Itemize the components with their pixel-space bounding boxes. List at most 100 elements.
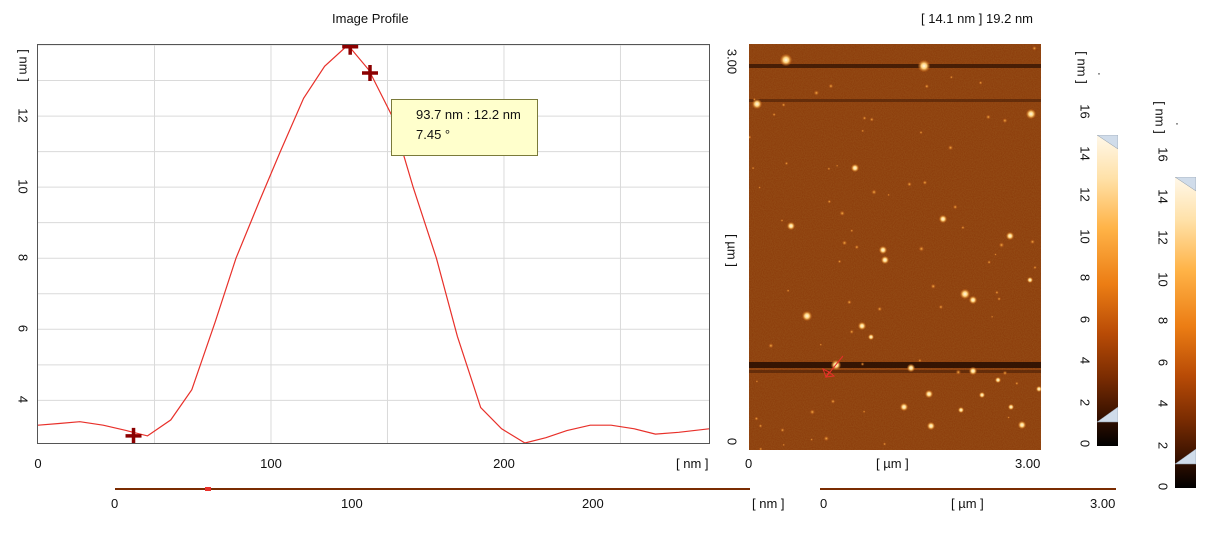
image-x-axis-left: 0 [745, 456, 753, 471]
afm-particle [879, 246, 887, 254]
cursor-marker-2 [342, 45, 359, 55]
afm-texture [749, 44, 1041, 450]
image-x-axis-right: 3.00 [1015, 456, 1041, 471]
afm-particle [907, 364, 915, 372]
afm-particle-small [841, 240, 848, 246]
afm-particle-small [755, 380, 759, 383]
colorbar-tick-label: 0 [1155, 482, 1171, 491]
afm-particle-small [961, 225, 965, 230]
afm-particles [747, 46, 1042, 451]
afm-particle-small [751, 166, 755, 170]
afm-particle-small [947, 145, 954, 151]
afm-particle-small [985, 114, 991, 120]
afm-particle [1036, 386, 1042, 392]
afm-particle-small [752, 97, 756, 101]
colorbar-tick-label: 6 [1155, 358, 1171, 366]
afm-particle [1006, 232, 1014, 240]
cursor-marker-1 [125, 427, 142, 443]
afm-particle [752, 99, 762, 109]
afm-particle-small [938, 304, 944, 310]
afm-particle-small [810, 438, 813, 441]
afm-particle-small [847, 299, 852, 305]
scan-line-dark [749, 370, 1041, 373]
y-tick-label: 12 [15, 108, 31, 123]
profile-chart-svg [38, 45, 709, 443]
afm-particle [995, 377, 1001, 383]
afm-particle-small [919, 130, 923, 135]
bottom-right-unit: [ µm ] [951, 496, 984, 511]
colorbar1-gradient[interactable] [1097, 135, 1118, 446]
afm-particle-small [922, 180, 928, 185]
afm-particle-small [1030, 239, 1035, 245]
bottom-scroll-thumb[interactable] [205, 487, 211, 491]
colorbar2-dot: · [1175, 116, 1179, 130]
image-range-label: [ 14.1 nm ] 19.2 nm [921, 11, 1034, 26]
bottom-scrollbar-right[interactable] [820, 488, 1116, 490]
afm-particle-small [952, 204, 958, 210]
afm-particle-small [861, 129, 865, 133]
afm-particle-small [849, 329, 854, 334]
afm-particle-small [1015, 381, 1019, 386]
colorbar-tick-label: 4 [1155, 399, 1171, 408]
afm-particle-small [835, 164, 839, 167]
afm-particle-small [1007, 416, 1010, 419]
bottom-right-right: 3.00 [1090, 496, 1116, 511]
profile-plot[interactable]: 93.7 nm : 12.2 nm 7.45 ° [37, 44, 710, 444]
colorbar-tick-label: 8 [1155, 316, 1171, 325]
afm-particle-small [862, 116, 867, 121]
afm-particle-small [994, 253, 997, 256]
afm-particle-small [813, 90, 820, 96]
afm-particle [851, 164, 859, 172]
bottom-tick-100: 100 [341, 496, 363, 511]
afm-particle-small [877, 306, 883, 312]
afm-particle-small [924, 84, 929, 89]
y-tick-label: 6 [15, 325, 31, 333]
afm-particle-small [850, 229, 854, 233]
afm-particle-small [758, 424, 763, 428]
colorbar2-unit: [ nm ] [1152, 101, 1168, 134]
afm-particle-small [907, 181, 912, 187]
afm-particle-small [768, 343, 774, 349]
bottom-scrollbar-left[interactable] [115, 488, 750, 490]
colorbar-tick-label: 4 [1077, 356, 1093, 365]
tooltip-cursor-icon [362, 65, 378, 81]
afm-particle [780, 54, 792, 66]
image-y-axis-bottom: 0 [724, 437, 740, 446]
colorbar1-dot: · [1097, 66, 1101, 80]
afm-particle [925, 390, 933, 398]
colorbar-tick-label: 12 [1155, 230, 1171, 245]
colorbar-tick-label: 2 [1077, 398, 1093, 406]
tooltip-angle: 7.45 ° [416, 127, 451, 142]
afm-particle-small [837, 259, 842, 264]
profile-title: Image Profile [332, 11, 409, 26]
afm-particle-small [862, 410, 866, 414]
cursor-tooltip: 93.7 nm : 12.2 nm 7.45 ° [391, 99, 538, 156]
afm-particle-small [827, 167, 831, 171]
afm-particle-small [781, 102, 786, 107]
y-tick-label: 10 [15, 179, 31, 194]
y-tick-label: 4 [15, 396, 31, 404]
scan-line-dark [749, 362, 1041, 368]
scan-line-dark [749, 99, 1041, 102]
afm-particle-small [987, 260, 991, 265]
bottom-unit-nm: [ nm ] [752, 496, 785, 511]
afm-particle-small [784, 161, 789, 166]
afm-particle [979, 392, 985, 398]
bottom-tick-0: 0 [111, 496, 119, 511]
afm-particle-small [1002, 370, 1008, 376]
afm-particle [958, 407, 964, 413]
afm-particle [1018, 421, 1026, 429]
afm-particle-small [747, 135, 752, 140]
afm-particle-small [839, 210, 845, 216]
afm-particle-small [998, 242, 1005, 248]
afm-height-image[interactable] [747, 44, 1042, 451]
afm-particle-small [823, 435, 829, 442]
afm-particle-small [995, 290, 999, 295]
colorbar-tick-label: 14 [1077, 145, 1093, 161]
colorbar2-gradient[interactable] [1175, 177, 1196, 488]
afm-particle [1008, 404, 1014, 410]
afm-particle [969, 296, 977, 304]
afm-particle-small [828, 83, 834, 89]
profile-line [38, 45, 709, 443]
afm-particle [1027, 277, 1033, 283]
